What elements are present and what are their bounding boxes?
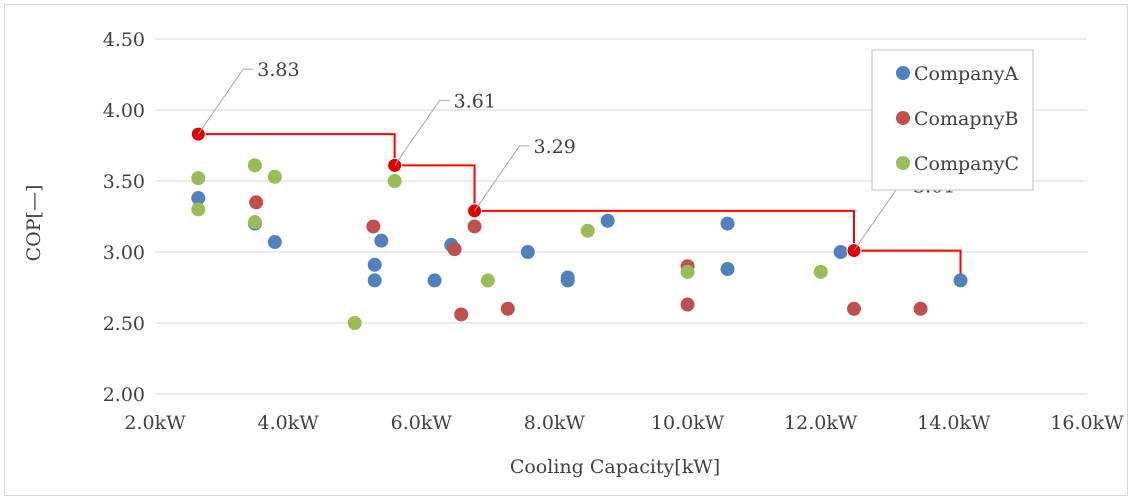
point-comapnyb-2 xyxy=(447,242,462,257)
point-companya-12 xyxy=(720,216,735,231)
x-tick-label: 16.0kW xyxy=(1050,412,1124,434)
legend-marker-companya xyxy=(896,66,910,80)
point-comapnyb-3 xyxy=(454,307,469,322)
point-companyc-4 xyxy=(267,169,282,184)
gridlines xyxy=(155,38,1087,395)
point-companyc-10 xyxy=(813,264,828,279)
point-comapnyb-4 xyxy=(467,219,482,234)
callout-label-0: 3.83 xyxy=(257,59,299,81)
point-comapnyb-9 xyxy=(913,301,928,316)
callout-leader-0 xyxy=(197,68,254,135)
y-tick-label: 2.50 xyxy=(103,313,145,335)
point-comapnyb-1 xyxy=(366,219,381,234)
point-companyc-6 xyxy=(387,174,402,188)
x-tick-label: 4.0kW xyxy=(258,412,320,434)
x-tick-label: 14.0kW xyxy=(917,412,991,434)
frontier-line xyxy=(198,133,962,281)
point-companya-6 xyxy=(427,273,442,288)
point-companyc-7 xyxy=(480,273,495,288)
point-companya-13 xyxy=(720,262,735,277)
point-companyc-2 xyxy=(247,158,262,173)
y-tick-label: 3.00 xyxy=(103,242,145,264)
legend: CompanyA ComapnyB CompanyC xyxy=(871,49,1034,191)
y-axis-title: COP[—] xyxy=(23,185,45,262)
callout-leader-1 xyxy=(394,99,450,166)
x-tick-labels: 2.0kW 4.0kW 6.0kW 8.0kW 10.0kW 12.0kW 14.0kW 16… xyxy=(124,412,1124,434)
point-companyc-0 xyxy=(191,171,206,186)
point-companyc-3 xyxy=(247,215,262,230)
point-companyc-9 xyxy=(680,264,695,279)
point-companya-5 xyxy=(374,233,389,248)
data-points xyxy=(191,158,968,330)
callout-label-1: 3.61 xyxy=(454,90,496,112)
point-companya-11 xyxy=(600,213,615,228)
point-companya-10 xyxy=(560,273,575,288)
x-tick-label: 6.0kW xyxy=(391,412,453,434)
point-companya-2 xyxy=(267,235,282,250)
y-tick-labels: 2.00 2.50 3.00 3.50 4.00 4.50 xyxy=(103,29,145,406)
highlight-point-3 xyxy=(846,243,862,259)
point-comapnyb-7 xyxy=(680,297,695,312)
point-companya-15 xyxy=(953,273,968,288)
point-comapnyb-5 xyxy=(500,301,515,316)
y-tick-label: 3.50 xyxy=(103,171,145,193)
point-companya-4 xyxy=(367,273,382,288)
legend-label-companya: CompanyA xyxy=(914,63,1018,85)
point-comapnyb-8 xyxy=(847,301,861,316)
x-tick-label: 8.0kW xyxy=(524,412,586,434)
x-tick-label: 2.0kW xyxy=(124,412,186,434)
callout-leader-2 xyxy=(474,145,530,212)
point-companya-8 xyxy=(520,245,535,259)
y-tick-label: 2.00 xyxy=(103,384,145,406)
highlighted-points xyxy=(190,126,862,259)
legend-label-companyc: CompanyC xyxy=(914,153,1019,175)
point-companya-3 xyxy=(367,257,382,272)
point-comapnyb-0 xyxy=(249,195,264,210)
x-tick-label: 12.0kW xyxy=(784,412,858,434)
legend-label-comapnyb: ComapnyB xyxy=(914,108,1018,130)
y-tick-label: 4.50 xyxy=(103,29,145,51)
point-companyc-8 xyxy=(580,223,595,238)
callout-leader-3 xyxy=(853,185,909,251)
y-tick-label: 4.00 xyxy=(103,100,145,122)
point-companya-0 xyxy=(191,191,206,206)
legend-marker-comapnyb xyxy=(896,111,910,125)
point-companyc-5 xyxy=(347,316,362,330)
callout-labels: 3.833.613.293.01 xyxy=(197,59,955,251)
x-axis-title: Cooling Capacity[kW] xyxy=(510,456,720,478)
legend-marker-companyc xyxy=(896,156,910,170)
point-companyc-1 xyxy=(191,202,206,217)
x-tick-label: 10.0kW xyxy=(651,412,725,434)
callout-label-2: 3.29 xyxy=(534,136,576,158)
point-companya-14 xyxy=(833,245,848,259)
frontier-step-line xyxy=(198,133,962,281)
